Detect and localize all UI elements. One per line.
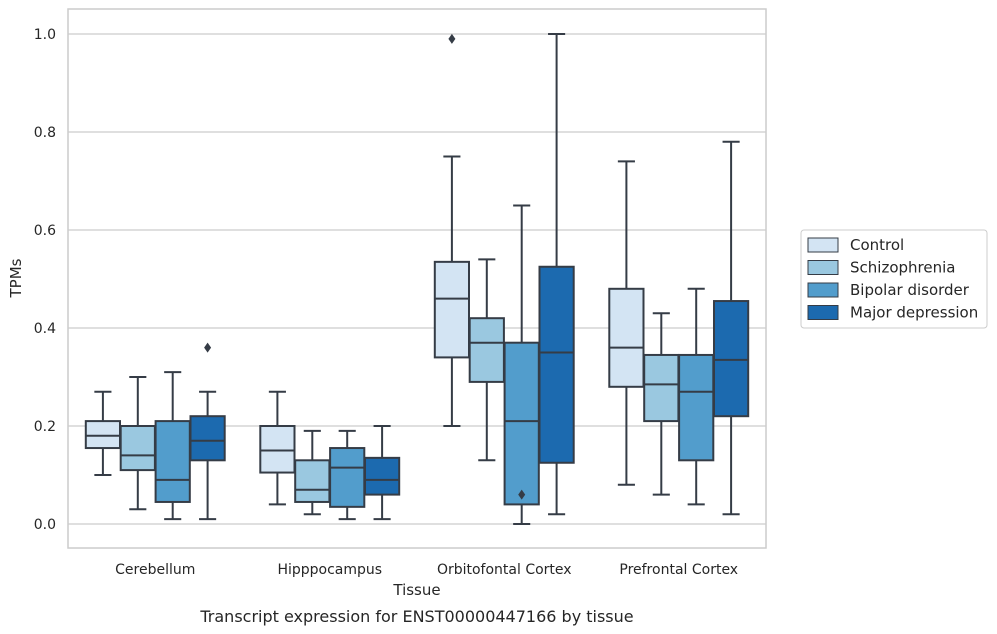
x-tick-label: Prefrontal Cortex: [619, 562, 738, 578]
y-tick-label: 0.0: [34, 517, 56, 533]
y-tick-label: 1.0: [34, 27, 56, 43]
y-tick-label: 0.6: [34, 223, 56, 239]
box: [468, 317, 505, 383]
box: [119, 425, 156, 472]
box-group: [468, 258, 505, 462]
box-group: [294, 429, 331, 516]
box: [678, 353, 715, 462]
box: [538, 265, 575, 464]
legend-label: Major depression: [850, 304, 978, 322]
box-group: [678, 287, 715, 506]
box-group: [608, 160, 645, 486]
box: [712, 300, 750, 418]
legend-label: Schizophrenia: [850, 259, 955, 277]
chart-caption: Transcript expression for ENST0000044716…: [199, 607, 633, 626]
box: [608, 287, 645, 388]
legend-item: Control: [807, 236, 904, 254]
legend-item: Schizophrenia: [807, 259, 955, 277]
box-group: [433, 33, 471, 427]
box: [433, 260, 471, 359]
box: [259, 425, 296, 474]
x-tick-label: Hipppocampus: [277, 562, 382, 578]
x-axis-label: Tissue: [392, 581, 440, 599]
legend-swatch: [807, 305, 839, 320]
box: [363, 456, 401, 496]
box-group: [643, 312, 680, 496]
box: [84, 420, 122, 450]
x-tick-labels: Cerebellum Hipppocampus Orbitofontal Corte…: [115, 562, 738, 578]
y-tick-label: 0.2: [34, 419, 56, 435]
box-group: [503, 204, 540, 525]
x-tick-label: Orbitofontal Cortex: [437, 562, 572, 578]
legend-frame: [800, 229, 988, 329]
box-group: [154, 371, 191, 521]
y-tick-label: 0.8: [34, 125, 56, 141]
legend-swatch: [807, 282, 839, 298]
box: [329, 447, 366, 508]
y-tick-label: 0.4: [34, 321, 56, 337]
box-group: [329, 429, 366, 521]
box-group: [538, 33, 575, 516]
legend-swatch: [807, 237, 839, 253]
legend-label: Control: [850, 236, 904, 254]
box-group: [259, 390, 296, 506]
legend: Control Schizophrenia Bipolar disorder Majo…: [800, 229, 988, 329]
box: [503, 341, 540, 506]
outlier-point: [448, 33, 456, 44]
box-group: [363, 425, 401, 521]
legend-item: Bipolar disorder: [807, 281, 970, 299]
x-tick-label: Cerebellum: [115, 562, 195, 578]
box: [643, 353, 680, 423]
y-axis-label: TPMs: [7, 258, 25, 298]
box-group: [712, 140, 750, 516]
box-group: [119, 376, 156, 511]
plot-frame: [67, 8, 767, 549]
legend-swatch: [807, 260, 839, 275]
legend-item: Major depression: [807, 304, 978, 322]
outlier-point: [204, 342, 212, 353]
box-group: [189, 342, 226, 521]
box: [294, 459, 331, 503]
box-plot-marks: [84, 33, 750, 525]
outlier-point: [518, 489, 526, 500]
box-group: [84, 390, 122, 476]
box: [189, 415, 226, 462]
legend-label: Bipolar disorder: [850, 281, 970, 299]
box: [154, 420, 191, 503]
y-tick-labels: 0.0 0.2 0.4 0.6 0.8 1.0: [34, 27, 56, 533]
